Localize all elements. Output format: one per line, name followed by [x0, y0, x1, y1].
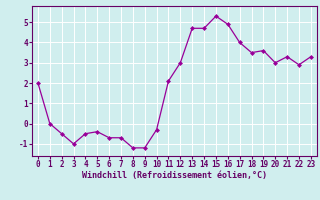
X-axis label: Windchill (Refroidissement éolien,°C): Windchill (Refroidissement éolien,°C) — [82, 171, 267, 180]
